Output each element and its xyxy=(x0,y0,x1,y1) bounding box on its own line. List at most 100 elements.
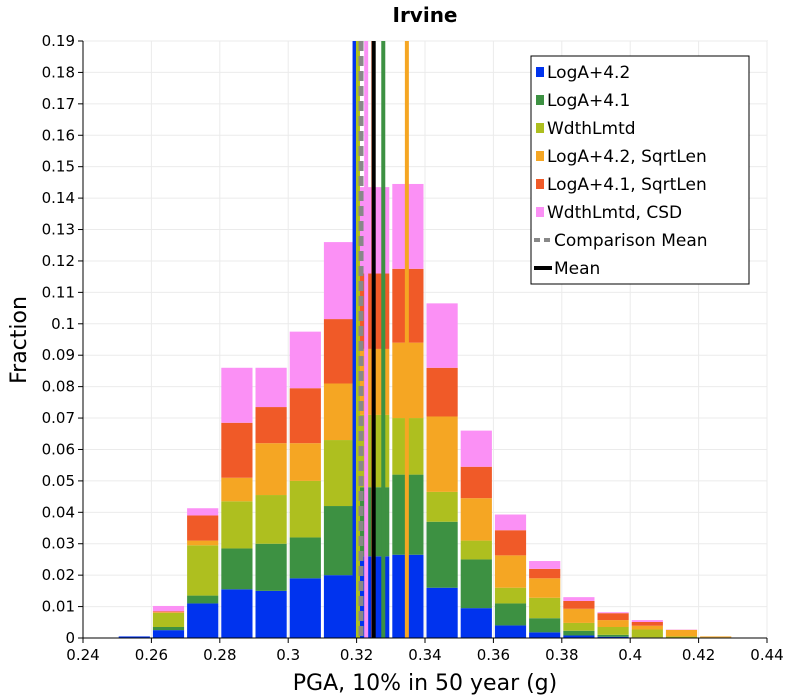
legend-label: LogA+4.1 xyxy=(547,91,630,111)
bar-segment xyxy=(460,498,492,541)
bar-segment xyxy=(460,559,492,609)
bar-segment xyxy=(255,590,287,638)
legend-swatch xyxy=(536,95,544,105)
legend-swatch xyxy=(536,67,544,77)
x-tick-label: 0.32 xyxy=(340,646,373,664)
y-tick-label: 0.1 xyxy=(51,315,75,333)
bar-segment xyxy=(289,388,321,444)
y-tick-label: 0.04 xyxy=(42,503,75,521)
bar-segment xyxy=(289,537,321,579)
bar-segment xyxy=(597,613,629,621)
bar-segment xyxy=(323,319,356,384)
bar-segment xyxy=(187,540,219,546)
legend-label: Comparison Mean xyxy=(554,231,708,251)
y-tick-labels: 0 0.01 0.02 0.03 0.04 0.05 0.06 0.07 0.08 0.09 0.1… xyxy=(42,32,75,647)
bar-segment xyxy=(529,578,561,598)
x-tick-label: 0.3 xyxy=(276,646,300,664)
bar-segment xyxy=(631,620,663,622)
x-tick-label: 0.42 xyxy=(682,646,715,664)
bar-segment xyxy=(221,548,253,590)
bar-segment xyxy=(529,568,561,579)
bar-segment xyxy=(152,627,185,631)
legend-label: LogA+4.2 xyxy=(547,63,630,83)
x-tick-label: 0.44 xyxy=(750,646,783,664)
axes xyxy=(78,40,768,643)
legend-swatch xyxy=(536,151,544,161)
bar-segment xyxy=(563,630,595,636)
bar-segment xyxy=(323,242,356,320)
bar-segment xyxy=(563,635,595,638)
bar-segment xyxy=(187,603,219,638)
bar-segment xyxy=(289,578,321,638)
bar-segment xyxy=(597,612,629,614)
bar-segment xyxy=(426,521,458,588)
y-tick-label: 0.09 xyxy=(42,346,75,364)
bar-segment xyxy=(187,545,219,596)
bar-segment xyxy=(152,611,185,613)
bar-segment xyxy=(289,331,321,389)
y-tick-label: 0.08 xyxy=(42,378,75,396)
x-tick-label: 0.36 xyxy=(477,646,510,664)
x-axis-label: PGA, 10% in 50 year (g) xyxy=(293,671,557,696)
bar-segment xyxy=(494,530,527,556)
legend-label: WdthLmtd, CSD xyxy=(547,203,682,223)
bar-segment xyxy=(255,443,287,496)
x-tick-label: 0.28 xyxy=(203,646,236,664)
legend-swatch xyxy=(536,207,544,217)
bar-segment xyxy=(221,422,253,478)
bar-segment xyxy=(460,430,492,467)
bar-segment xyxy=(187,595,219,604)
bar-segment xyxy=(426,491,458,522)
bar-segment xyxy=(529,597,561,619)
bar-segment xyxy=(494,603,527,626)
bar-segment xyxy=(631,621,663,626)
x-tick-label: 0.26 xyxy=(135,646,168,664)
y-tick-label: 0.19 xyxy=(42,32,75,50)
legend-label: LogA+4.1, SqrtLen xyxy=(547,175,707,195)
bar-segment xyxy=(118,636,150,638)
bar-segment xyxy=(323,440,356,507)
y-tick-label: 0.07 xyxy=(42,409,75,427)
bar-segment xyxy=(597,636,629,638)
bar-segment xyxy=(460,466,492,499)
bar-segment xyxy=(563,597,595,601)
mean-lines xyxy=(352,41,409,638)
bar-segment xyxy=(221,589,253,638)
bar-segment xyxy=(323,506,356,576)
bar-segment xyxy=(460,608,492,638)
legend-box xyxy=(530,55,750,285)
bar-segment xyxy=(221,477,253,502)
y-axis-label: Fraction xyxy=(7,296,32,384)
bar-segment xyxy=(529,632,561,638)
bar-segment xyxy=(665,629,698,637)
bar-segment xyxy=(426,416,458,492)
legend-label: WdthLmtd xyxy=(547,119,636,139)
bar-segment xyxy=(289,443,321,481)
legend-swatch xyxy=(536,179,544,189)
bar-segment xyxy=(597,627,629,635)
bar-segment xyxy=(631,629,663,638)
bar-segment xyxy=(323,575,356,638)
bar-segment xyxy=(152,605,185,612)
legend-label: LogA+4.2, SqrtLen xyxy=(547,147,707,167)
bar-segment xyxy=(255,495,287,544)
y-tick-label: 0 xyxy=(65,629,75,647)
x-tick-label: 0.38 xyxy=(545,646,578,664)
bar-segment xyxy=(426,303,458,368)
bar-segment xyxy=(700,636,732,638)
bar-segment xyxy=(494,514,527,531)
y-tick-label: 0.02 xyxy=(42,566,75,584)
bar-segment xyxy=(289,480,321,538)
legend: LogA+4.2 LogA+4.1 WdthLmtd LogA+4.2, SqrtLe… xyxy=(530,55,750,285)
bar-segment xyxy=(494,625,527,638)
bar-segment xyxy=(597,620,629,628)
bar-segment xyxy=(665,636,698,638)
bar-segment xyxy=(255,407,287,444)
bar-segment xyxy=(152,612,185,628)
y-tick-label: 0.18 xyxy=(42,63,75,81)
y-tick-label: 0.06 xyxy=(42,440,75,458)
bar-segment xyxy=(563,600,595,609)
bar-segment xyxy=(563,622,595,631)
y-tick-label: 0.11 xyxy=(42,283,75,301)
